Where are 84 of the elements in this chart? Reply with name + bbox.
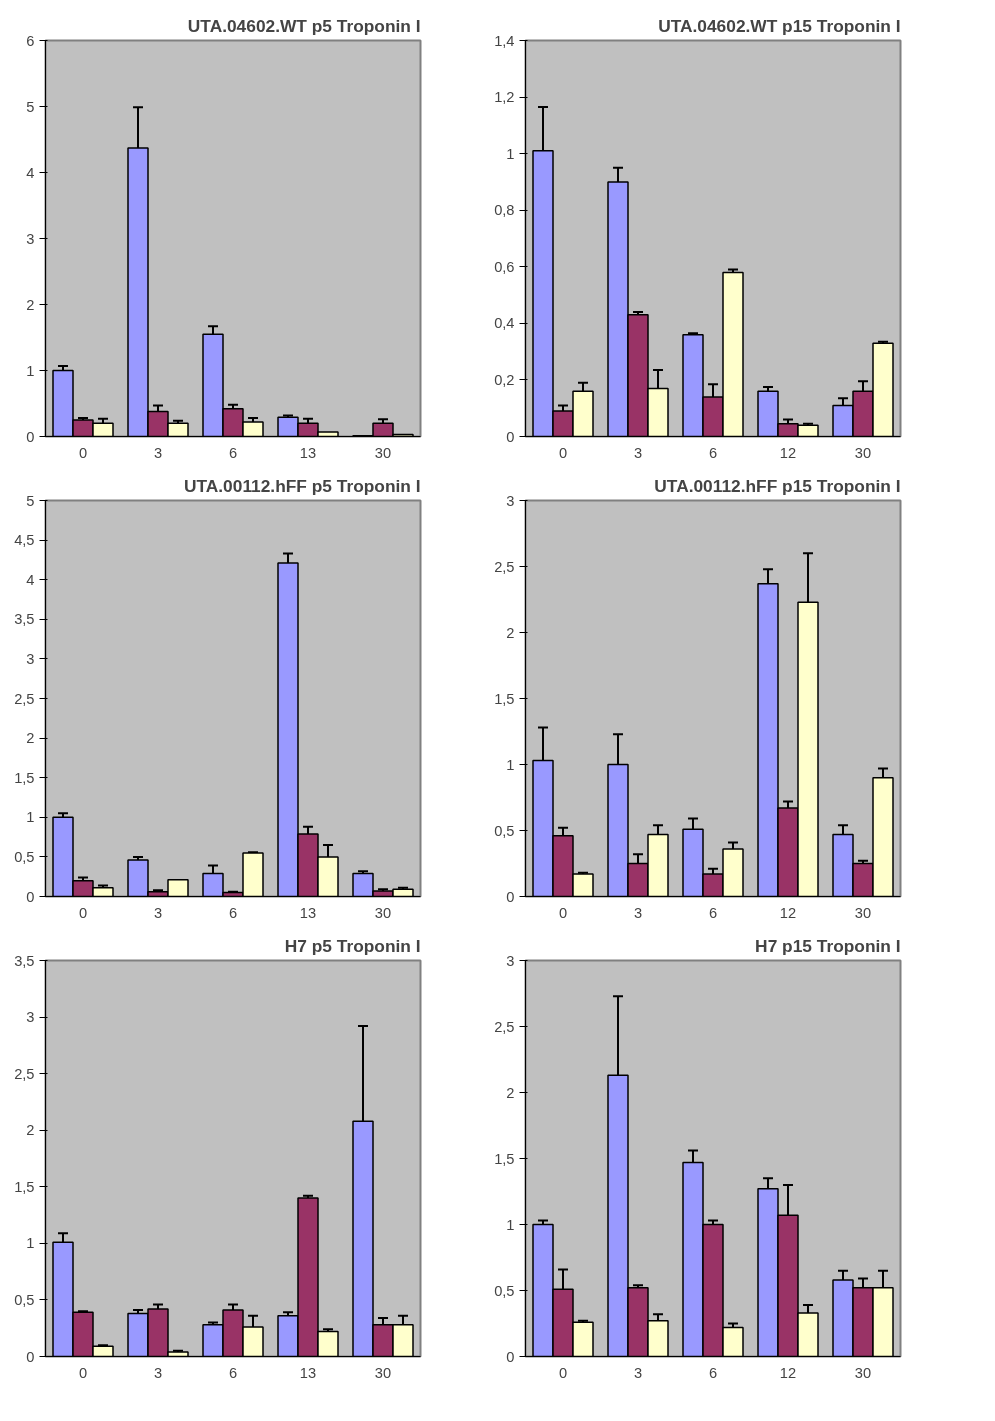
chart-title: UTA.04602.WT p5 Troponin I	[187, 15, 421, 36]
x-tick-label: 13	[299, 1364, 317, 1381]
y-tick-label: 1	[506, 756, 515, 773]
chart-title: UTA.00112.hFF p5 Troponin I	[183, 475, 421, 496]
x-tick-label: 12	[779, 1364, 797, 1381]
y-tick-label: 0,5	[494, 1282, 515, 1299]
y-tick-label: 0,2	[494, 371, 515, 388]
y-tick-label: 5	[26, 98, 35, 115]
y-tick-label: 2	[506, 1084, 515, 1101]
y-tick-label: 4	[26, 164, 35, 181]
x-tick-label: 0	[558, 904, 568, 921]
y-tick-label: 0,5	[14, 1291, 35, 1308]
x-tick-label: 13	[299, 904, 317, 921]
x-tick-label: 3	[633, 444, 643, 461]
y-tick-label: 1	[26, 362, 35, 379]
chart-title: H7 p5 Troponin I	[284, 935, 421, 956]
y-tick-label: 1,5	[494, 1150, 515, 1167]
y-tick-label: 1,5	[14, 1178, 35, 1195]
y-tick-label: 4	[26, 571, 35, 588]
x-tick-label: 6	[228, 904, 238, 921]
x-tick-label: 3	[633, 904, 643, 921]
x-tick-label: 6	[708, 904, 718, 921]
y-tick-label: 2,5	[14, 1065, 35, 1082]
y-tick-label: 2	[26, 730, 35, 747]
x-tick-label: 30	[374, 1364, 392, 1381]
y-tick-label: 1	[26, 1235, 35, 1252]
y-tick-label: 3,5	[14, 952, 35, 969]
y-tick-label: 0,4	[494, 315, 515, 332]
chart-title: UTA.00112.hFF p15 Troponin I	[654, 475, 901, 496]
x-tick-label: 30	[374, 444, 392, 461]
y-tick-label: 1,5	[494, 690, 515, 707]
x-tick-label: 13	[299, 444, 317, 461]
y-tick-label: 0,8	[494, 202, 515, 219]
x-tick-label: 6	[228, 1364, 238, 1381]
y-tick-label: 0	[26, 888, 35, 905]
x-tick-label: 3	[153, 1364, 163, 1381]
y-tick-label: 2,5	[494, 1018, 515, 1035]
x-tick-label: 0	[558, 1364, 568, 1381]
y-tick-label: 0	[506, 1348, 515, 1365]
y-tick-label: 1,4	[494, 32, 515, 49]
y-tick-label: 3	[26, 1009, 35, 1026]
y-tick-label: 1	[506, 145, 515, 162]
y-tick-label: 2,5	[494, 558, 515, 575]
y-tick-label: 3	[506, 952, 515, 969]
x-tick-label: 0	[558, 444, 568, 461]
y-tick-label: 0,5	[494, 822, 515, 839]
x-tick-label: 30	[854, 904, 872, 921]
x-tick-label: 0	[78, 444, 88, 461]
y-tick-label: 0	[506, 888, 515, 905]
y-tick-label: 3	[26, 650, 35, 667]
chart-title: UTA.04602.WT p15 Troponin I	[658, 15, 901, 36]
y-tick-label: 1,5	[14, 769, 35, 786]
y-tick-label: 6	[26, 32, 35, 49]
y-tick-label: 2	[26, 1122, 35, 1139]
y-tick-label: 0	[506, 428, 515, 445]
x-tick-label: 3	[153, 444, 163, 461]
y-tick-label: 1,2	[494, 89, 515, 106]
x-tick-label: 12	[779, 444, 797, 461]
x-tick-label: 30	[854, 1364, 872, 1381]
x-tick-label: 3	[153, 904, 163, 921]
y-tick-label: 3	[506, 492, 515, 509]
chart-title: H7 p15 Troponin I	[755, 935, 901, 956]
y-tick-label: 0	[26, 1348, 35, 1365]
y-tick-label: 0,6	[494, 258, 515, 275]
y-tick-label: 3,5	[14, 611, 35, 628]
y-tick-label: 2	[506, 624, 515, 641]
y-tick-label: 1	[506, 1216, 515, 1233]
x-tick-label: 12	[779, 904, 797, 921]
x-tick-label: 0	[78, 904, 88, 921]
x-tick-label: 3	[633, 1364, 643, 1381]
x-tick-label: 30	[854, 444, 872, 461]
y-tick-label: 2	[26, 296, 35, 313]
x-tick-label: 30	[374, 904, 392, 921]
x-tick-label: 6	[708, 1364, 718, 1381]
x-tick-label: 6	[708, 444, 718, 461]
y-tick-label: 0,5	[14, 848, 35, 865]
x-tick-label: 6	[228, 444, 238, 461]
y-tick-label: 3	[26, 230, 35, 247]
y-tick-label: 4,5	[14, 532, 35, 549]
y-tick-label: 0	[26, 428, 35, 445]
y-tick-label: 5	[26, 492, 35, 509]
y-tick-label: 2,5	[14, 690, 35, 707]
y-tick-label: 1	[26, 809, 35, 826]
x-tick-label: 0	[78, 1364, 88, 1381]
